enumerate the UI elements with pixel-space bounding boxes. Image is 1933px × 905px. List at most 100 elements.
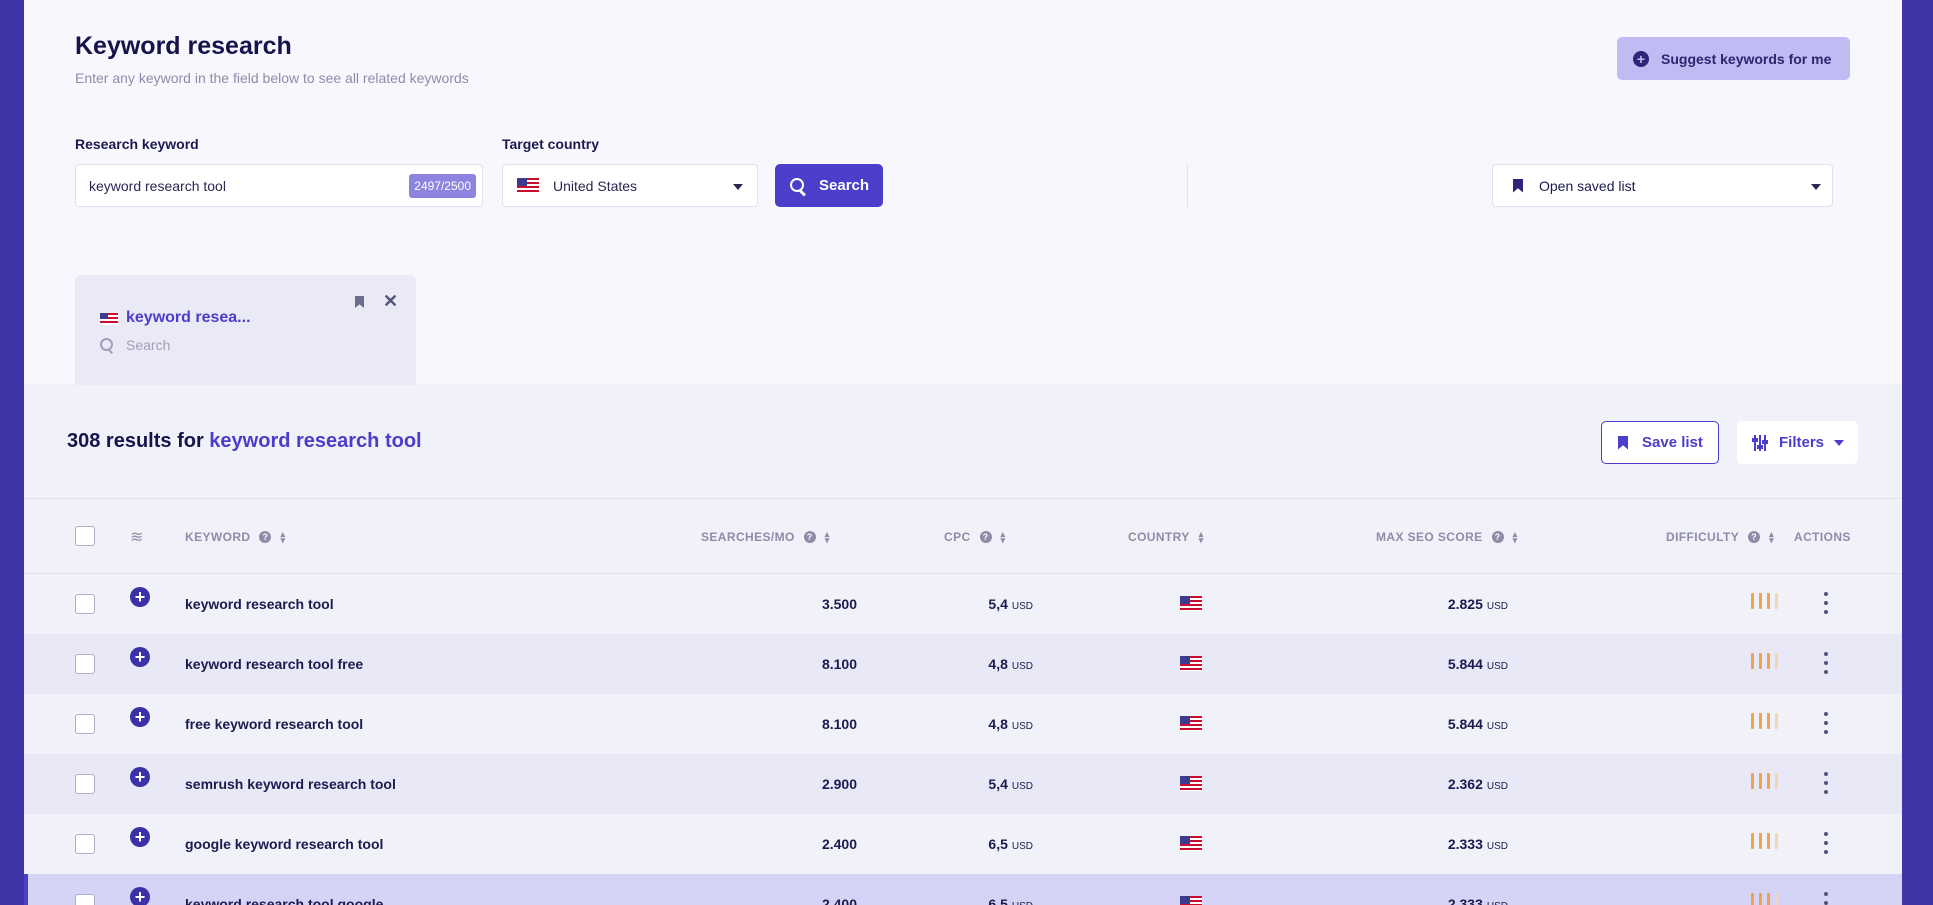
more-actions-icon[interactable] [1824, 592, 1828, 614]
searches-cell: 8.100 [821, 656, 857, 672]
more-actions-icon[interactable] [1824, 832, 1828, 854]
us-flag-icon [1180, 896, 1202, 905]
keyword-cell[interactable]: keyword research tool [185, 596, 334, 612]
column-actions-label: ACTIONS [1794, 530, 1851, 544]
table-row[interactable]: + keyword research tool 3.500 5,4 USD 2.825 US… [24, 574, 1902, 634]
layers-icon[interactable]: ≋ [130, 529, 144, 546]
keyword-cell[interactable]: keyword research tool free [185, 656, 364, 672]
more-actions-icon[interactable] [1824, 892, 1828, 905]
table-row[interactable]: + keyword research tool free 8.100 4,8 USD 5.… [24, 634, 1902, 694]
results-query: keyword research tool [209, 430, 422, 452]
difficulty-bar [1775, 773, 1778, 789]
filters-button[interactable]: Filters [1737, 421, 1858, 464]
column-country[interactable]: COUNTRY ▴ ▾ [1128, 529, 1205, 545]
column-keyword[interactable]: KEYWORD ? ▴ ▾ [185, 529, 286, 545]
difficulty-bar [1767, 653, 1770, 669]
add-to-list-icon[interactable]: + [130, 827, 150, 847]
column-country-label: COUNTRY [1128, 530, 1190, 544]
column-keyword-label: KEYWORD [185, 530, 251, 544]
difficulty-bar [1767, 713, 1770, 729]
search-button[interactable]: Search [775, 164, 883, 207]
cpc-value: 4,8 [988, 656, 1008, 672]
tab-search-input[interactable]: Search [100, 337, 170, 353]
divider [1187, 164, 1188, 207]
difficulty-indicator [1751, 833, 1778, 849]
table-row[interactable]: + google keyword research tool 2.400 6,5 USD… [24, 814, 1902, 874]
row-checkbox[interactable] [75, 654, 95, 674]
row-checkbox[interactable] [75, 594, 95, 614]
sort-icon[interactable]: ▴ ▾ [280, 529, 286, 545]
add-to-list-icon[interactable]: + [130, 767, 150, 787]
row-checkbox[interactable] [75, 894, 95, 905]
cpc-unit: USD [1011, 841, 1033, 852]
row-checkbox[interactable] [75, 834, 95, 854]
chevron-down-icon [1834, 440, 1844, 446]
add-to-list-icon[interactable]: + [130, 647, 150, 667]
results-count: 308 results for [67, 430, 210, 452]
help-icon[interactable]: ? [1748, 531, 1761, 543]
max-seo-unit: USD [1487, 901, 1508, 905]
column-searches[interactable]: SEARCHES/MO ? ▴ ▾ [701, 529, 831, 545]
tab-title[interactable]: keyword resea... [126, 309, 251, 326]
help-icon[interactable]: ? [979, 531, 992, 543]
column-difficulty[interactable]: DIFFICULTY ? ▴ ▾ [1666, 529, 1775, 545]
row-checkbox[interactable] [75, 714, 95, 734]
target-country-label: Target country [502, 136, 599, 152]
difficulty-bar [1775, 893, 1778, 905]
max-seo-cell: 2.333 USD [1448, 896, 1508, 905]
difficulty-indicator [1751, 713, 1778, 729]
filters-label: Filters [1779, 434, 1825, 451]
row-checkbox[interactable] [75, 774, 95, 794]
sort-icon[interactable]: ▴ ▾ [1198, 529, 1204, 545]
search-tab-card[interactable]: keyword resea... ✕ Search [75, 275, 416, 385]
table-header: ≋ KEYWORD ? ▴ ▾ SEARCHES/MO ? ▴ ▾ CPC ? ▴ ▾… [24, 498, 1902, 574]
difficulty-bar [1759, 593, 1762, 609]
sort-icon[interactable]: ▴ ▾ [1000, 529, 1006, 545]
sort-icon[interactable]: ▴ ▾ [1769, 529, 1775, 545]
search-button-label: Search [819, 177, 870, 194]
sort-icon[interactable]: ▴ ▾ [1512, 529, 1518, 545]
search-icon [100, 338, 114, 352]
bookmark-icon[interactable] [355, 295, 364, 313]
keyword-cell[interactable]: free keyword research tool [185, 716, 364, 732]
keyword-quota-badge: 2497/2500 [409, 174, 476, 198]
sort-icon[interactable]: ▴ ▾ [824, 529, 830, 545]
table-row[interactable]: + semrush keyword research tool 2.900 5,4 US… [24, 754, 1902, 814]
column-cpc[interactable]: CPC ? ▴ ▾ [944, 529, 1007, 545]
app-window: Keyword research Enter any keyword in th… [24, 0, 1902, 905]
help-icon[interactable]: ? [259, 531, 272, 543]
country-select[interactable]: United States [502, 164, 758, 207]
max-seo-cell: 2.825 USD [1448, 596, 1508, 612]
max-seo-unit: USD [1486, 721, 1508, 732]
difficulty-bar [1759, 833, 1762, 849]
more-actions-icon[interactable] [1824, 652, 1828, 674]
select-all-checkbox[interactable] [75, 526, 95, 546]
table-row[interactable]: + free keyword research tool 8.100 4,8 USD 5.… [24, 694, 1902, 754]
add-to-list-icon[interactable]: + [130, 887, 150, 905]
more-actions-icon[interactable] [1824, 772, 1828, 794]
keyword-cell[interactable]: semrush keyword research tool [185, 776, 396, 792]
column-max-seo-score[interactable]: MAX SEO SCORE ? ▴ ▾ [1376, 529, 1519, 545]
page-subtitle: Enter any keyword in the field below to … [75, 70, 469, 86]
keyword-cell[interactable]: keyword research tool google [185, 896, 384, 905]
keyword-input[interactable]: keyword research tool 2497/2500 [75, 164, 483, 207]
save-list-button[interactable]: Save list [1601, 421, 1719, 464]
more-actions-icon[interactable] [1824, 712, 1828, 734]
cpc-cell: 6,5 USD [988, 896, 1033, 905]
cpc-value: 6,5 [988, 836, 1008, 852]
table-row[interactable]: + keyword research tool google 2.400 6,5 USD… [24, 874, 1902, 905]
help-icon[interactable]: ? [803, 531, 816, 543]
chevron-down-icon [733, 184, 743, 190]
results-title: 308 results for keyword research tool [67, 430, 422, 453]
add-to-list-icon[interactable]: + [130, 587, 150, 607]
close-icon[interactable]: ✕ [383, 291, 399, 311]
suggest-keywords-button[interactable]: + Suggest keywords for me [1617, 37, 1850, 80]
open-saved-list-select[interactable]: Open saved list [1492, 164, 1833, 207]
add-to-list-icon[interactable]: + [130, 707, 150, 727]
us-flag-icon [100, 313, 118, 325]
help-icon[interactable]: ? [1491, 531, 1504, 543]
cpc-unit: USD [1011, 721, 1033, 732]
keyword-cell[interactable]: google keyword research tool [185, 836, 384, 852]
difficulty-bar [1751, 653, 1754, 669]
max-seo-cell: 2.362 USD [1448, 776, 1508, 792]
